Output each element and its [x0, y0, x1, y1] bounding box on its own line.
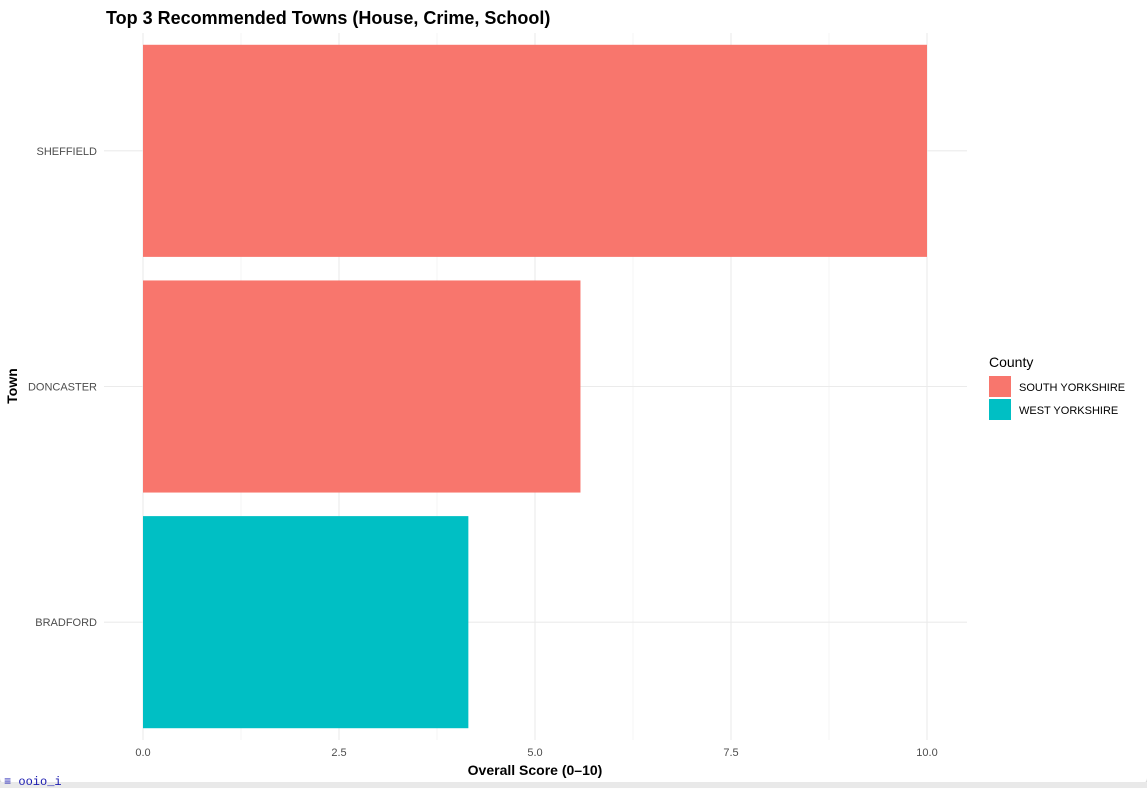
- x-tick-label: 2.5: [331, 747, 346, 759]
- bar-doncaster: [143, 280, 581, 493]
- bar-sheffield: [143, 44, 927, 257]
- console-strip: ≡ ooio_i: [0, 776, 1147, 788]
- x-tick-label: 5.0: [527, 747, 542, 759]
- bars: [143, 44, 927, 729]
- console-text: ≡ ooio_i: [4, 775, 62, 789]
- y-tick-label: DONCASTER: [28, 382, 97, 394]
- y-axis-label: Town: [4, 368, 20, 404]
- x-axis-label: Overall Score (0–10): [468, 762, 603, 778]
- legend-label: SOUTH YORKSHIRE: [1019, 382, 1125, 394]
- x-tick-label: 7.5: [723, 747, 738, 759]
- y-tick-label: BRADFORD: [35, 617, 97, 629]
- legend-items: SOUTH YORKSHIRE WEST YORKSHIRE: [989, 376, 1125, 420]
- y-tick-label: SHEFFIELD: [36, 146, 97, 158]
- legend-key: [989, 399, 1011, 420]
- legend: County SOUTH YORKSHIRE WEST YORKSHIRE: [989, 354, 1125, 420]
- y-axis-tick-labels: SHEFFIELD DONCASTER BRADFORD: [28, 146, 97, 629]
- chart-title: Top 3 Recommended Towns (House, Crime, S…: [106, 8, 550, 28]
- legend-label: WEST YORKSHIRE: [1019, 405, 1118, 417]
- legend-title: County: [989, 354, 1033, 370]
- x-tick-label: 10.0: [916, 747, 937, 759]
- x-axis-tick-labels: 0.0 2.5 5.0 7.5 10.0: [135, 747, 937, 759]
- x-tick-label: 0.0: [135, 747, 150, 759]
- legend-key: [989, 376, 1011, 397]
- bar-bradford: [143, 516, 469, 729]
